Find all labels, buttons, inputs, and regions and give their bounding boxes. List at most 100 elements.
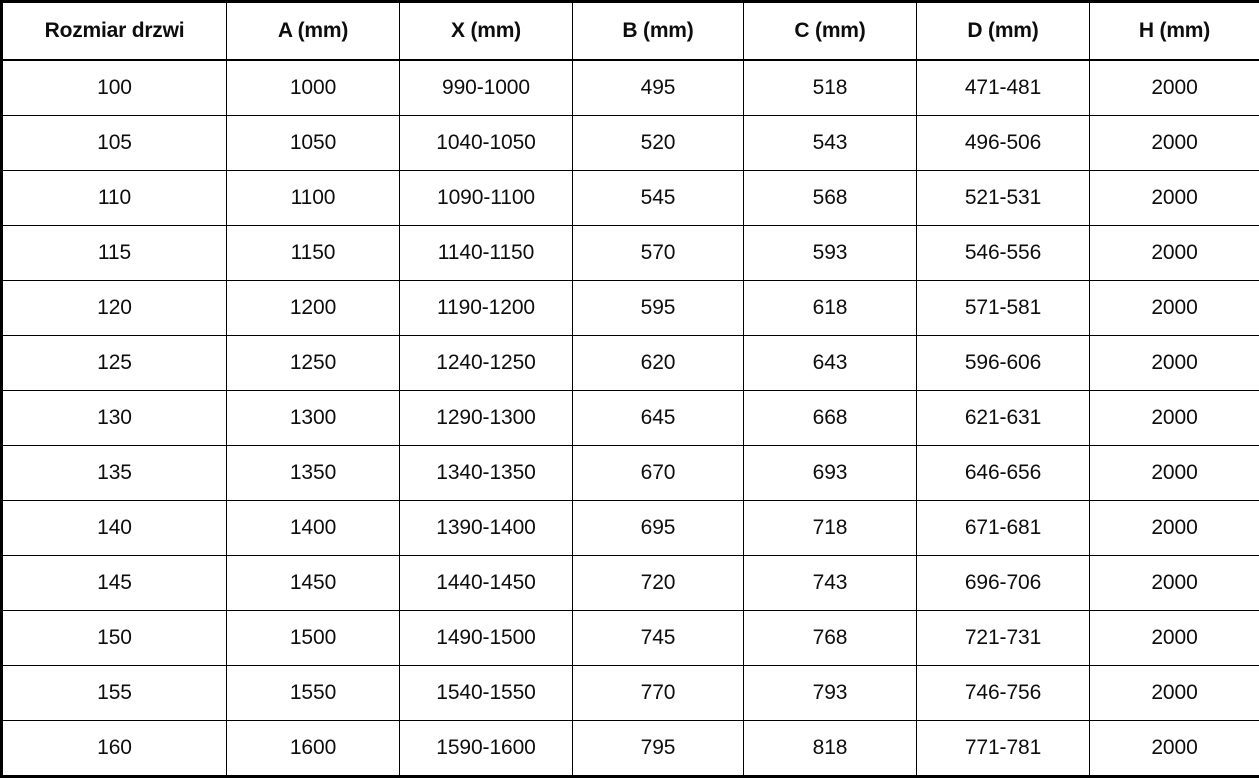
cell-value: 1090-1100 [400,171,573,226]
cell-door-size: 100 [2,60,227,116]
cell-value: 990-1000 [400,60,573,116]
cell-value: 2000 [1090,281,1259,336]
cell-value: 2000 [1090,116,1259,171]
cell-value: 2000 [1090,171,1259,226]
cell-door-size: 140 [2,501,227,556]
cell-value: 2000 [1090,666,1259,721]
cell-value: 1190-1200 [400,281,573,336]
cell-value: 618 [744,281,917,336]
cell-value: 571-581 [917,281,1090,336]
cell-value: 646-656 [917,446,1090,501]
cell-value: 595 [573,281,744,336]
cell-value: 2000 [1090,721,1259,777]
column-header-2[interactable]: X (mm) [400,2,573,61]
cell-value: 1000 [227,60,400,116]
cell-value: 620 [573,336,744,391]
cell-value: 771-781 [917,721,1090,777]
cell-value: 1340-1350 [400,446,573,501]
cell-value: 1540-1550 [400,666,573,721]
cell-door-size: 135 [2,446,227,501]
cell-value: 1140-1150 [400,226,573,281]
column-header-5[interactable]: D (mm) [917,2,1090,61]
cell-value: 1550 [227,666,400,721]
cell-door-size: 120 [2,281,227,336]
cell-value: 1300 [227,391,400,446]
cell-door-size: 110 [2,171,227,226]
cell-value: 2000 [1090,501,1259,556]
cell-value: 770 [573,666,744,721]
cell-value: 471-481 [917,60,1090,116]
cell-value: 1050 [227,116,400,171]
cell-value: 596-606 [917,336,1090,391]
cell-value: 1400 [227,501,400,556]
cell-value: 593 [744,226,917,281]
cell-value: 1590-1600 [400,721,573,777]
cell-value: 1440-1450 [400,556,573,611]
cell-value: 1200 [227,281,400,336]
cell-value: 495 [573,60,744,116]
cell-value: 1290-1300 [400,391,573,446]
cell-door-size: 145 [2,556,227,611]
cell-value: 2000 [1090,446,1259,501]
cell-value: 793 [744,666,917,721]
cell-value: 1450 [227,556,400,611]
cell-value: 1350 [227,446,400,501]
cell-value: 1100 [227,171,400,226]
cell-value: 768 [744,611,917,666]
cell-value: 546-556 [917,226,1090,281]
cell-value: 746-756 [917,666,1090,721]
cell-door-size: 105 [2,116,227,171]
cell-door-size: 150 [2,611,227,666]
cell-value: 2000 [1090,611,1259,666]
cell-value: 496-506 [917,116,1090,171]
cell-value: 643 [744,336,917,391]
cell-value: 671-681 [917,501,1090,556]
cell-value: 1600 [227,721,400,777]
cell-value: 518 [744,60,917,116]
cell-value: 818 [744,721,917,777]
cell-value: 521-531 [917,171,1090,226]
cell-value: 1250 [227,336,400,391]
cell-value: 645 [573,391,744,446]
cell-value: 721-731 [917,611,1090,666]
cell-value: 1240-1250 [400,336,573,391]
column-header-3[interactable]: B (mm) [573,2,744,61]
cell-value: 2000 [1090,226,1259,281]
cell-value: 743 [744,556,917,611]
cell-value: 2000 [1090,336,1259,391]
column-header-6[interactable]: H (mm) [1090,2,1259,61]
cell-value: 621-631 [917,391,1090,446]
cell-value: 520 [573,116,744,171]
cell-value: 2000 [1090,556,1259,611]
cell-value: 1490-1500 [400,611,573,666]
cell-value: 570 [573,226,744,281]
cell-door-size: 125 [2,336,227,391]
cell-value: 668 [744,391,917,446]
cell-door-size: 155 [2,666,227,721]
cell-value: 545 [573,171,744,226]
column-header-4[interactable]: C (mm) [744,2,917,61]
column-header-1[interactable]: A (mm) [227,2,400,61]
cell-value: 693 [744,446,917,501]
cell-value: 1390-1400 [400,501,573,556]
cell-door-size: 160 [2,721,227,777]
cell-value: 695 [573,501,744,556]
cell-value: 795 [573,721,744,777]
column-header-0[interactable]: Rozmiar drzwi [2,2,227,61]
cell-value: 568 [744,171,917,226]
